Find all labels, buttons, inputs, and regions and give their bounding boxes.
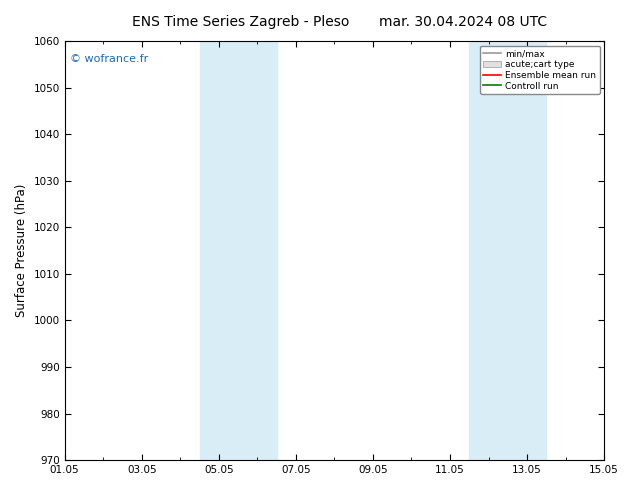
Y-axis label: Surface Pressure (hPa): Surface Pressure (hPa) — [15, 184, 28, 318]
Text: ENS Time Series Zagreb - Pleso: ENS Time Series Zagreb - Pleso — [133, 15, 349, 29]
Text: mar. 30.04.2024 08 UTC: mar. 30.04.2024 08 UTC — [378, 15, 547, 29]
Text: © wofrance.fr: © wofrance.fr — [70, 53, 148, 64]
Bar — [200, 41, 276, 460]
Legend: min/max, acute;cart type, Ensemble mean run, Controll run: min/max, acute;cart type, Ensemble mean … — [480, 46, 600, 94]
Bar — [469, 41, 547, 460]
